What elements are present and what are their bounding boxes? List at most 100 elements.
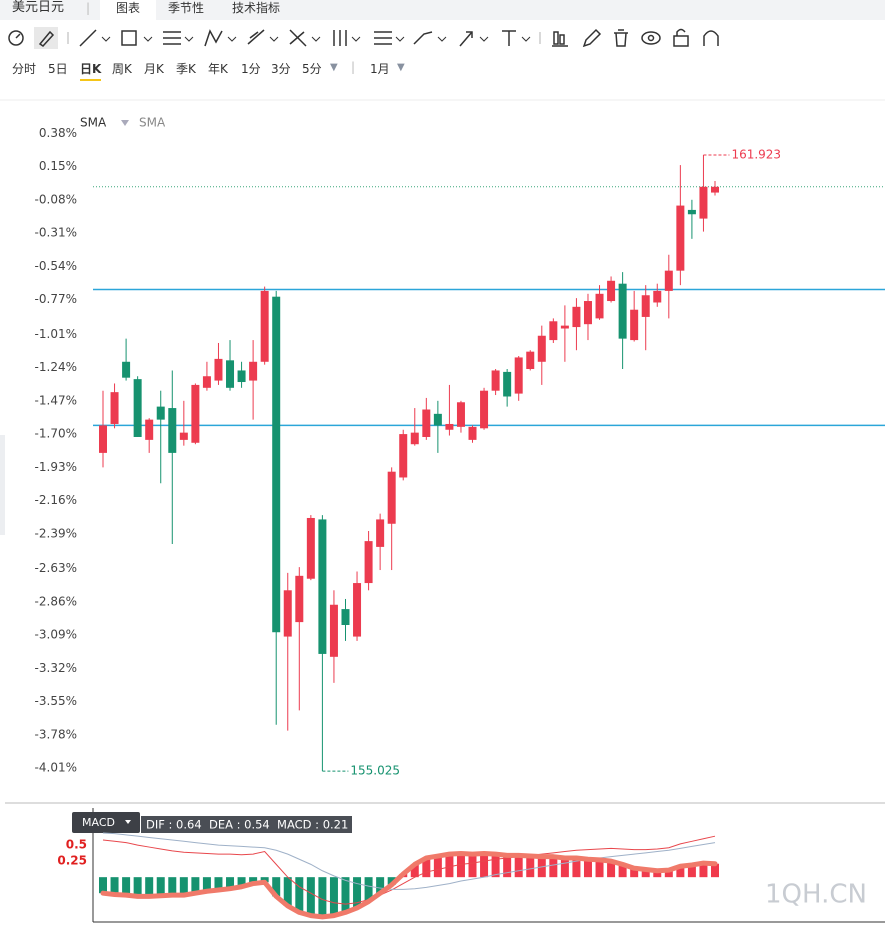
- period[interactable]: 1分: [241, 62, 261, 76]
- high-label: 161.923: [731, 147, 781, 161]
- macd-bar: [549, 856, 558, 878]
- macd-bar: [676, 866, 685, 878]
- period[interactable]: 周K: [112, 62, 132, 76]
- period[interactable]: 5分: [302, 62, 322, 76]
- dropdown-arrow[interactable]: ▼: [397, 62, 405, 73]
- candle-body: [549, 321, 558, 341]
- candle-body: [376, 519, 385, 547]
- period[interactable]: 3分: [271, 62, 291, 76]
- tool-icon[interactable]: [673, 28, 689, 47]
- indicator-label: SMA: [139, 116, 166, 130]
- tab[interactable]: 季节性: [168, 1, 205, 15]
- macd-bar: [99, 877, 107, 894]
- candle-body: [214, 358, 223, 381]
- macd-bar: [422, 857, 431, 878]
- y-tick-label: -0.31%: [35, 226, 77, 240]
- y-tick-label: -2.16%: [35, 493, 77, 507]
- candle-body: [537, 335, 546, 362]
- macd-bar: [641, 869, 650, 878]
- tool-icon[interactable]: [552, 31, 568, 47]
- macd-bar: [618, 864, 627, 878]
- tool-icon[interactable]: [374, 31, 405, 45]
- macd-bar: [445, 854, 454, 878]
- period[interactable]: 5日: [48, 62, 68, 76]
- macd-bar: [480, 853, 489, 878]
- tool-icon[interactable]: [121, 30, 153, 46]
- tool-icon[interactable]: [204, 29, 237, 47]
- macd-bar: [514, 855, 523, 878]
- tool-icon[interactable]: [247, 29, 279, 45]
- y-tick-label: -0.77%: [35, 292, 77, 306]
- candle-body: [122, 361, 131, 378]
- y-tick-label: -2.63%: [35, 561, 77, 575]
- dropdown-arrow[interactable]: ▼: [330, 62, 338, 73]
- tool-icon[interactable]: [163, 31, 194, 45]
- candle-body: [364, 541, 373, 584]
- candle-body: [249, 361, 258, 381]
- candle-body: [168, 408, 177, 453]
- indicator-button[interactable]: [72, 812, 140, 833]
- candle-body: [110, 392, 119, 424]
- candle-body: [329, 604, 338, 657]
- period[interactable]: 日K: [80, 60, 102, 81]
- macd-bar: [249, 877, 258, 884]
- macd-bar: [399, 873, 408, 878]
- macd-bar: [353, 877, 362, 908]
- tool-icon[interactable]: [459, 31, 489, 47]
- watermark: 1QH.CN: [765, 880, 867, 910]
- candle-body: [260, 290, 269, 362]
- candle-body: [468, 426, 477, 440]
- macd-bar: [341, 877, 350, 913]
- tool-icon[interactable]: [38, 30, 55, 47]
- macd-bar: [168, 877, 177, 896]
- period[interactable]: 分时: [12, 62, 37, 76]
- candle-body: [399, 434, 408, 478]
- period[interactable]: 年K: [208, 62, 228, 76]
- macd-bar: [572, 857, 581, 878]
- period-menu[interactable]: 1月: [370, 62, 390, 76]
- candle-body: [491, 370, 500, 391]
- tool-icon[interactable]: [289, 29, 321, 47]
- macd-bar: [387, 877, 396, 885]
- y-tick-label: 0.5: [66, 838, 87, 852]
- candle-body: [641, 295, 650, 317]
- candle-body: [560, 325, 569, 329]
- candle-body: [318, 519, 327, 654]
- candle-body: [699, 186, 708, 219]
- y-tick-label: -3.55%: [35, 694, 77, 708]
- period[interactable]: 季K: [176, 62, 196, 76]
- macd-bar: [491, 854, 500, 878]
- tool-icon[interactable]: [502, 30, 531, 46]
- candle-body: [237, 370, 246, 383]
- y-tick-label: -3.32%: [35, 661, 77, 675]
- tool-icon[interactable]: [413, 31, 447, 45]
- tool-icon[interactable]: [641, 31, 661, 45]
- macd-bar: [699, 863, 708, 878]
- tool-icon[interactable]: [614, 29, 628, 47]
- candle-body: [387, 471, 396, 524]
- macd-bar: [537, 856, 546, 878]
- y-tick-label: 0.15%: [39, 159, 77, 173]
- tab[interactable]: 图表: [100, 0, 156, 20]
- candle-body: [526, 351, 535, 370]
- tool-icon[interactable]: [333, 30, 361, 46]
- macd-bar: [653, 870, 662, 878]
- side-handle: [0, 435, 5, 535]
- tool-icon[interactable]: [79, 29, 111, 47]
- macd-bar: [272, 877, 281, 897]
- macd-bar: [687, 865, 696, 878]
- y-tick-label: -1.93%: [35, 460, 77, 474]
- candle-body: [191, 384, 200, 443]
- tab[interactable]: 技术指标: [232, 1, 281, 15]
- low-label: 155.025: [350, 764, 400, 778]
- indicator-label: SMA: [80, 116, 107, 130]
- macd-bar: [376, 877, 385, 894]
- tool-icon[interactable]: [582, 28, 602, 48]
- period[interactable]: 月K: [144, 62, 164, 76]
- tool-icon[interactable]: [8, 30, 24, 46]
- dropdown-arrow: [121, 120, 129, 126]
- macd-bar: [283, 877, 292, 906]
- tool-icon[interactable]: [703, 30, 719, 46]
